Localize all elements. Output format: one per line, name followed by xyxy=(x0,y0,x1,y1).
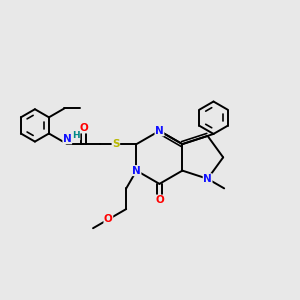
Text: H: H xyxy=(72,131,80,140)
Text: N: N xyxy=(155,126,164,136)
Text: N: N xyxy=(63,134,72,144)
Text: O: O xyxy=(155,195,164,205)
Text: S: S xyxy=(112,139,120,149)
Text: N: N xyxy=(132,166,141,176)
Text: N: N xyxy=(203,174,212,184)
Text: O: O xyxy=(79,123,88,133)
Text: O: O xyxy=(104,214,113,224)
